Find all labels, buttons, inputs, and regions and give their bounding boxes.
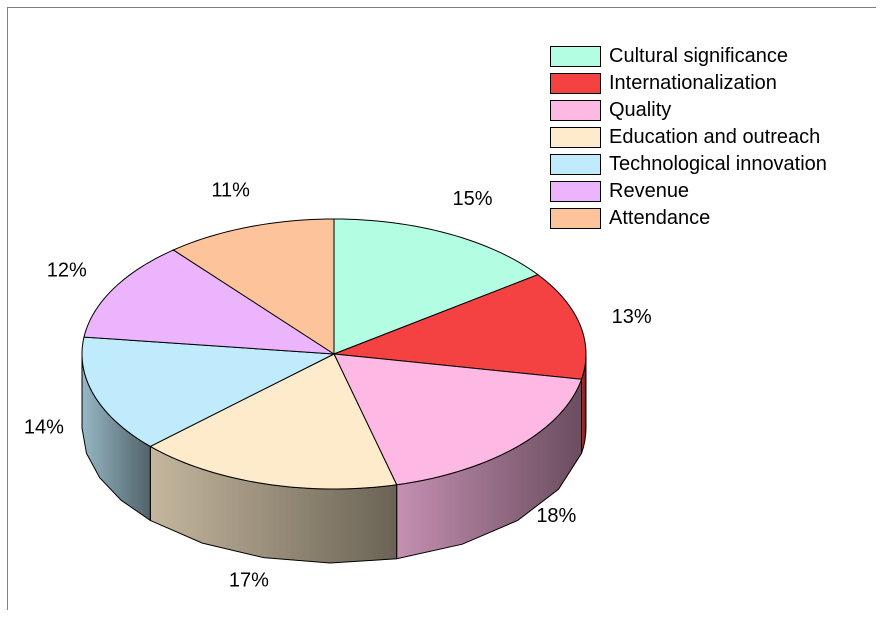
legend-item: Quality [550, 97, 827, 124]
legend: Cultural significance Internationalizati… [550, 43, 827, 232]
legend-swatch [550, 154, 601, 175]
legend-item: Revenue [550, 178, 827, 205]
legend-label: Technological innovation [609, 153, 827, 175]
legend-label: Attendance [609, 207, 711, 229]
percent-label: 11% [211, 179, 250, 201]
legend-item: Internationalization [550, 70, 827, 97]
pie-slice [333, 274, 587, 380]
legend-label: Revenue [609, 180, 690, 202]
pie-slices [81, 218, 587, 490]
legend-item: Attendance [550, 205, 827, 232]
pie-slice [81, 336, 336, 447]
legend-swatch [550, 46, 601, 67]
legend-swatch [550, 73, 601, 94]
pie-slice [172, 218, 335, 355]
legend-swatch [550, 100, 601, 121]
legend-swatch [550, 181, 601, 202]
percent-label: 13% [612, 306, 652, 328]
pie-slice [83, 249, 336, 355]
percent-label: 15% [452, 188, 492, 210]
legend-label: Education and outreach [609, 126, 821, 148]
legend-label: Cultural significance [609, 45, 788, 67]
legend-label: Internationalization [609, 72, 777, 94]
percent-label: 14% [24, 417, 64, 439]
legend-item: Education and outreach [550, 124, 827, 151]
pie-slice [149, 353, 398, 490]
pie-slice [333, 353, 583, 486]
pie-slice [333, 218, 539, 355]
legend-swatch [550, 208, 601, 229]
percent-label: 12% [47, 260, 87, 282]
percent-label: 18% [536, 505, 576, 527]
legend-item: Cultural significance [550, 43, 827, 70]
percent-label: 17% [229, 570, 269, 592]
legend-item: Technological innovation [550, 151, 827, 178]
legend-label: Quality [609, 99, 672, 121]
percent-labels: 15% 13% 18% 17% 14% 12% 11% [24, 179, 652, 591]
legend-swatch [550, 127, 601, 148]
